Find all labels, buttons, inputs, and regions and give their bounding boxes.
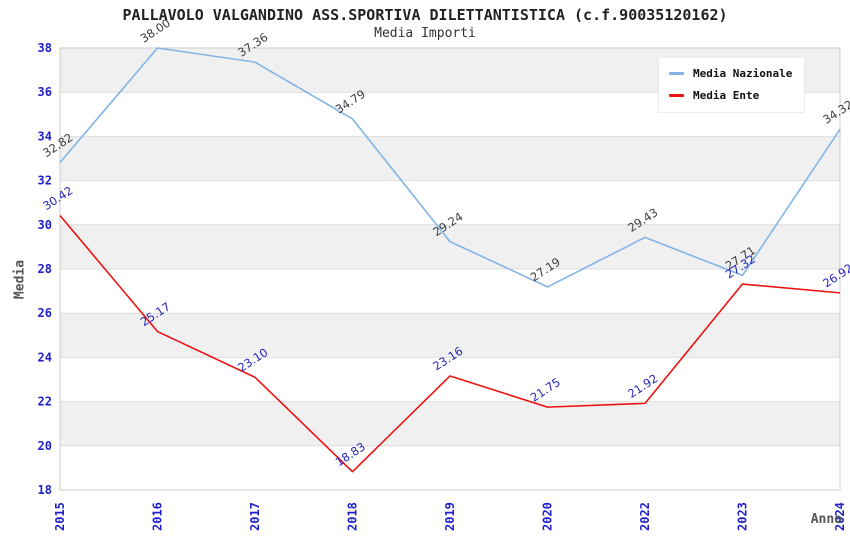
- x-axis-title: Anno: [810, 512, 842, 527]
- y-tick-label: 34: [38, 129, 52, 143]
- y-axis-title: Media: [12, 259, 28, 300]
- legend-label: Media Ente: [693, 89, 760, 102]
- y-tick-label: 20: [38, 439, 52, 453]
- y-tick-label: 22: [38, 395, 52, 409]
- x-tick-label: 2019: [443, 502, 457, 531]
- x-tick-label: 2023: [736, 502, 750, 531]
- y-tick-label: 32: [38, 174, 52, 188]
- y-tick-label: 38: [38, 41, 52, 55]
- plot-band: [60, 401, 840, 446]
- x-tick-label: 2017: [248, 502, 262, 531]
- y-tick-label: 24: [38, 350, 52, 364]
- x-tick-label: 2015: [53, 502, 67, 531]
- x-tick-label: 2018: [346, 502, 360, 531]
- data-label: 34.32: [820, 97, 850, 127]
- data-label: 21.75: [528, 375, 563, 405]
- series-line-media-nazionale: [59, 47, 841, 288]
- x-tick-label: 2024: [833, 502, 847, 531]
- x-tick-label: 2016: [151, 502, 165, 531]
- y-tick-label: 36: [38, 85, 52, 99]
- chart-subtitle: Media Importi: [374, 26, 476, 41]
- legend: Media Nazionale Media Ente: [658, 57, 806, 113]
- y-tick-label: 30: [38, 218, 52, 232]
- y-tick-label: 26: [38, 306, 52, 320]
- y-tick-label: 28: [38, 262, 52, 276]
- x-tick-label: 2020: [541, 502, 555, 531]
- media-ente-line-swatch-icon: [669, 94, 684, 97]
- data-label: 30.42: [40, 183, 75, 213]
- plot-band: [60, 313, 840, 358]
- legend-item-media-ente: Media Ente: [669, 89, 792, 102]
- y-tick-label: 18: [38, 483, 52, 497]
- data-label: 21.92: [625, 371, 660, 401]
- legend-label: Media Nazionale: [693, 67, 793, 80]
- series-line-media-ente: [59, 215, 841, 473]
- plot-band: [60, 224, 840, 269]
- plot-border: [59, 47, 841, 491]
- chart-title: PALLAVOLO VALGANDINO ASS.SPORTIVA DILETT…: [122, 6, 728, 24]
- plot-band: [60, 136, 840, 181]
- legend-item-media-nazionale: Media Nazionale: [669, 67, 792, 80]
- x-tick-label: 2022: [638, 502, 652, 531]
- media-nazionale-line-swatch-icon: [669, 72, 684, 75]
